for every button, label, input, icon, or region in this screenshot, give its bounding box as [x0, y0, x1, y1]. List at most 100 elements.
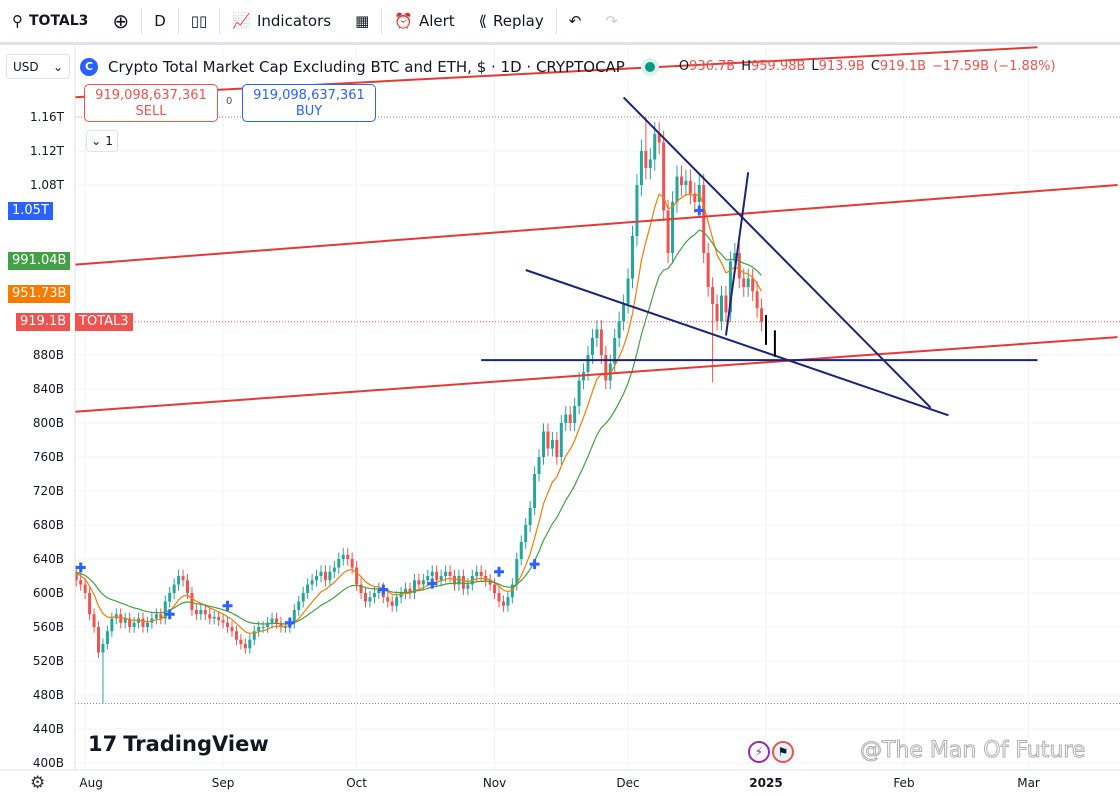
candle-body — [159, 614, 163, 619]
candle-body — [355, 567, 359, 585]
candle-body — [555, 440, 559, 457]
collapse-indicators-button[interactable]: ⌄ 1 — [86, 130, 118, 152]
candle-body — [648, 159, 652, 168]
settings-icon[interactable]: ⚙ — [30, 773, 46, 793]
sell-button[interactable]: 919,098,637,361 SELL — [84, 84, 218, 122]
redo-button[interactable]: ↷ — [593, 6, 630, 36]
alert-button[interactable]: ⏰ Alert — [394, 12, 455, 30]
red-trendline — [75, 46, 1038, 99]
undo-button[interactable]: ↶ — [557, 6, 594, 36]
candle-body — [332, 567, 336, 572]
candle-body — [226, 622, 230, 627]
candle-body — [662, 142, 666, 211]
candle-body — [75, 571, 78, 581]
y-tick-label: 1.16T — [30, 110, 65, 124]
candle-body — [395, 597, 399, 606]
candle-body — [435, 571, 439, 581]
candle-body — [364, 593, 367, 602]
candle-body — [586, 355, 590, 372]
candle-body — [595, 329, 599, 338]
interval-button[interactable]: D — [154, 12, 166, 30]
candle-body — [728, 261, 732, 313]
candle-body — [239, 639, 243, 644]
candle-body — [390, 601, 394, 606]
candle-body — [475, 571, 479, 576]
candle-body — [97, 627, 100, 653]
symbol-price-badge: TOTAL3 — [75, 312, 133, 331]
y-tick-label: 400B — [33, 756, 64, 770]
candle-body — [92, 614, 96, 627]
x-tick-label: Dec — [616, 776, 639, 790]
signal-marker — [284, 617, 295, 628]
candle-body — [457, 576, 461, 585]
signal-marker — [529, 559, 540, 570]
candle-body — [626, 278, 630, 304]
candle-body — [105, 631, 109, 644]
x-tick-label: 2025 — [749, 776, 782, 790]
signal-marker — [378, 584, 389, 595]
x-tick-label: Oct — [346, 776, 367, 790]
candle-body — [760, 308, 764, 322]
candle-body — [755, 291, 759, 309]
candle-body — [172, 584, 176, 593]
y-tick-label: 1.12T — [30, 144, 65, 158]
candle-body — [123, 618, 127, 623]
cryptocap-logo-icon: C — [80, 57, 98, 76]
candle-body — [724, 295, 728, 313]
rewind-icon: ⟪ — [478, 12, 487, 30]
candle-body — [421, 580, 425, 585]
layouts-button[interactable]: ▦ — [343, 6, 381, 36]
economic-events[interactable]: ⚡ ⚑ — [748, 741, 794, 763]
currency-select[interactable]: USD ⌄ — [6, 54, 70, 79]
x-tick-label: Feb — [893, 776, 914, 790]
candle-body — [631, 236, 634, 279]
y-tick-label: 560B — [33, 620, 64, 634]
candle-body — [546, 431, 550, 449]
candle-body — [315, 576, 319, 581]
candle-body — [101, 644, 105, 653]
candle-body — [386, 597, 390, 602]
candle-body — [279, 622, 283, 627]
x-tick-label: Nov — [483, 776, 506, 790]
compare-button[interactable]: ⊕ — [100, 6, 141, 36]
candle-body — [622, 304, 626, 321]
indicators-button[interactable]: 📈 Indicators — [232, 12, 332, 30]
candle-body — [310, 580, 314, 585]
blue-trendline — [525, 269, 949, 417]
chevron-down-icon: ⌄ — [91, 134, 102, 148]
candle-body — [328, 571, 332, 581]
y-tick-label: 840B — [33, 382, 64, 396]
symbol-title[interactable]: Crypto Total Market Cap Excluding BTC an… — [108, 57, 625, 76]
candle-body — [617, 321, 621, 338]
y-tick-label: 600B — [33, 586, 64, 600]
candle-body — [132, 622, 136, 627]
candle-body — [243, 644, 247, 649]
replay-button[interactable]: ⟪ Replay — [478, 12, 544, 30]
symbol-search-button[interactable]: ⚲ TOTAL3 — [12, 12, 89, 30]
candle-body — [145, 622, 149, 627]
buy-button[interactable]: 919,098,637,361 BUY — [242, 84, 376, 122]
y-tick-label: 1.08T — [30, 178, 65, 192]
candle-body — [715, 304, 719, 321]
candle-body — [671, 202, 675, 253]
y-tick-label: 880B — [33, 348, 64, 362]
x-tick-label: Aug — [79, 776, 102, 790]
signal-marker — [494, 566, 504, 577]
candle-body — [564, 414, 568, 423]
lightning-icon[interactable]: ⚡ — [748, 741, 770, 763]
candle-body — [128, 618, 132, 627]
candle-body — [203, 610, 207, 615]
candle-body — [444, 571, 448, 576]
us-flag-icon[interactable]: ⚑ — [772, 741, 794, 763]
signal-marker — [164, 609, 175, 620]
chart-type-button[interactable]: ▯▯ — [179, 6, 220, 36]
candle-body — [221, 620, 225, 623]
candle-body — [341, 554, 345, 559]
signal-marker — [222, 600, 233, 611]
candle-body — [168, 593, 172, 602]
candle-body — [306, 584, 310, 593]
y-tick-label: 800B — [33, 416, 64, 430]
candle-body — [693, 193, 697, 202]
candle-body — [751, 278, 755, 292]
